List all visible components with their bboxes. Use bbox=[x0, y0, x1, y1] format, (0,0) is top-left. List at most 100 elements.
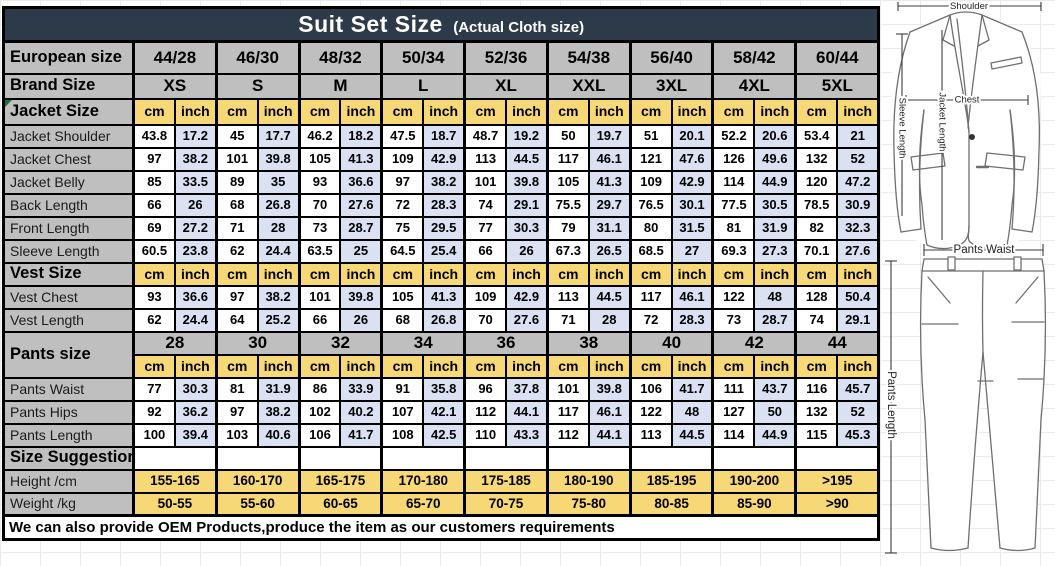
row-pants-size-units: cm inch cm inch cm inch cm inch cm inch cm inch cm in… bbox=[4, 353, 880, 379]
row-label: Front Length bbox=[2, 215, 135, 241]
row-height-cm: Height /cm 155-165 160-170 165-175 170-180 17… bbox=[2, 468, 880, 494]
row-title: Suit Set Size (Actual Cloth size) bbox=[1, 6, 881, 43]
unit-inch-header: inch bbox=[588, 353, 632, 379]
unit-inch-header: inch bbox=[588, 97, 632, 126]
row-label: Back Length bbox=[2, 192, 135, 218]
empty-cell bbox=[463, 445, 549, 471]
inch-value-cell: 45.3 bbox=[836, 422, 880, 448]
cm-value-cell: 106 bbox=[628, 376, 673, 402]
inch-value-cell: 50 bbox=[753, 399, 797, 425]
inch-value-cell: 36.6 bbox=[339, 169, 383, 195]
inch-value-cell: 26 bbox=[174, 192, 218, 218]
unit-cm-header: cm bbox=[380, 97, 425, 126]
unit-cm-header: cm bbox=[711, 261, 756, 287]
inch-value-cell: 42.1 bbox=[422, 399, 466, 425]
cm-value-cell: 69.3 bbox=[711, 238, 756, 264]
size-cell: 54/38 bbox=[545, 40, 632, 75]
unit-cm-header: cm bbox=[711, 353, 756, 379]
unit-inch-header: inch bbox=[836, 261, 880, 287]
unit-cm-header: cm bbox=[628, 97, 673, 126]
cm-value-cell: 71 bbox=[545, 307, 590, 333]
cm-value-cell: 70 bbox=[463, 307, 508, 333]
cm-value-cell: 105 bbox=[380, 284, 425, 310]
row-pants-hips: Pants Hips 92 36.2 97 38.2 102 40.2 107 42.1 112 4… bbox=[2, 399, 880, 425]
inch-value-cell: 25 bbox=[339, 238, 383, 264]
inch-value-cell: 27.6 bbox=[505, 307, 549, 333]
inch-value-cell: 41.7 bbox=[339, 422, 383, 448]
size-cell: XXL bbox=[545, 72, 632, 100]
size-cell: 34 bbox=[380, 330, 466, 356]
cm-value-cell: 71 bbox=[214, 215, 259, 241]
row-label: Pants Hips bbox=[2, 399, 135, 425]
cm-value-cell: 62 bbox=[214, 238, 259, 264]
cm-value-cell: 62 bbox=[131, 307, 176, 333]
size-cell: 52/36 bbox=[463, 40, 549, 75]
cm-value-cell: 72 bbox=[380, 192, 425, 218]
cm-value-cell: 93 bbox=[131, 284, 176, 310]
cm-value-cell: 105 bbox=[545, 169, 590, 195]
footer-note: We can also provide OEM Products,produce… bbox=[1, 514, 881, 541]
row-vest-size: Vest Size cm inch cm inch cm inch cm inch cm inch c… bbox=[2, 261, 880, 287]
row-size-suggestion: Size Suggestion bbox=[2, 445, 880, 471]
cm-value-cell: 100 bbox=[131, 422, 176, 448]
cm-value-cell: 66 bbox=[131, 192, 176, 218]
inch-value-cell: 27.6 bbox=[339, 192, 383, 218]
inch-value-cell: 27.3 bbox=[753, 238, 797, 264]
inch-value-cell: 29.5 bbox=[422, 215, 466, 241]
row-footer: We can also provide OEM Products,produce… bbox=[1, 514, 881, 541]
row-jacket-belly: Jacket Belly 85 33.5 89 35 93 36.6 97 38.2 101 39.… bbox=[2, 169, 880, 195]
inch-value-cell: 29.1 bbox=[836, 307, 880, 333]
size-cell: 42 bbox=[711, 330, 797, 356]
empty-cell bbox=[297, 445, 383, 471]
inch-value-cell: 45.7 bbox=[836, 376, 880, 402]
inch-value-cell: 31.1 bbox=[588, 215, 632, 241]
cm-value-cell: 66 bbox=[463, 238, 508, 264]
inch-value-cell: 20.1 bbox=[671, 123, 714, 149]
inch-value-cell: 28.7 bbox=[753, 307, 797, 333]
size-cell: 30 bbox=[214, 330, 301, 356]
inch-value-cell: 26.8 bbox=[422, 307, 466, 333]
row-label: Vest Chest bbox=[2, 284, 135, 310]
unit-cm-header: cm bbox=[711, 97, 756, 126]
size-cell: 55-60 bbox=[214, 491, 301, 517]
inch-value-cell: 28.3 bbox=[671, 307, 714, 333]
row-label: Brand Size bbox=[2, 72, 135, 100]
inch-value-cell: 43.3 bbox=[505, 422, 549, 448]
cm-value-cell: 43.8 bbox=[131, 123, 176, 149]
cm-value-cell: 117 bbox=[628, 284, 673, 310]
size-cell: 58/42 bbox=[711, 40, 797, 75]
row-back-length: Back Length 66 26 68 26.8 70 27.6 72 28.3 74 29.1 7… bbox=[2, 192, 880, 218]
cm-value-cell: 75.5 bbox=[545, 192, 590, 218]
unit-cm-header: cm bbox=[545, 353, 590, 379]
cm-value-cell: 78.5 bbox=[794, 192, 839, 218]
unit-inch-header: inch bbox=[836, 97, 880, 126]
size-cell: L bbox=[380, 72, 466, 100]
row-label: Jacket Belly bbox=[2, 169, 135, 195]
unit-cm-header: cm bbox=[131, 97, 176, 126]
cm-value-cell: 69 bbox=[131, 215, 176, 241]
size-cell: 75-80 bbox=[545, 491, 632, 517]
cm-value-cell: 47.5 bbox=[380, 123, 425, 149]
inch-value-cell: 39.8 bbox=[257, 146, 301, 172]
inch-value-cell: 32.3 bbox=[836, 215, 880, 241]
unit-cm-header: cm bbox=[794, 353, 839, 379]
cm-value-cell: 126 bbox=[711, 146, 756, 172]
unit-cm-header: cm bbox=[794, 261, 839, 287]
jacket-length-label: Jacket Length bbox=[936, 92, 947, 151]
size-table-body: Suit Set Size (Actual Cloth size) Europe… bbox=[1, 6, 881, 541]
cm-value-cell: 97 bbox=[380, 169, 425, 195]
cm-value-cell: 85 bbox=[131, 169, 176, 195]
cm-value-cell: 93 bbox=[297, 169, 342, 195]
cm-value-cell: 116 bbox=[794, 376, 839, 402]
inch-value-cell: 39.8 bbox=[339, 284, 383, 310]
size-cell: 60-65 bbox=[297, 491, 383, 517]
cm-value-cell: 70 bbox=[297, 192, 342, 218]
row-front-length: Front Length 69 27.2 71 28 73 28.7 75 29.5 77 30.3… bbox=[2, 215, 880, 241]
cm-value-cell: 113 bbox=[463, 146, 508, 172]
size-cell: 32 bbox=[297, 330, 383, 356]
unit-cm-header: cm bbox=[214, 261, 259, 287]
inch-value-cell: 30.3 bbox=[505, 215, 549, 241]
unit-inch-header: inch bbox=[339, 261, 383, 287]
cm-value-cell: 132 bbox=[794, 146, 839, 172]
cm-value-cell: 73 bbox=[711, 307, 756, 333]
